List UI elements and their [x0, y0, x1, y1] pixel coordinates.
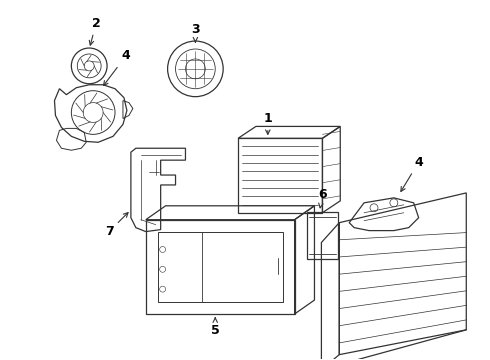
Text: 7: 7 — [105, 213, 128, 238]
Text: 1: 1 — [264, 112, 272, 134]
Text: 6: 6 — [318, 188, 327, 208]
Text: 2: 2 — [89, 17, 100, 45]
Text: 4: 4 — [401, 156, 423, 192]
Text: 4: 4 — [103, 49, 130, 86]
Text: 3: 3 — [191, 23, 200, 42]
Text: 5: 5 — [211, 318, 220, 337]
